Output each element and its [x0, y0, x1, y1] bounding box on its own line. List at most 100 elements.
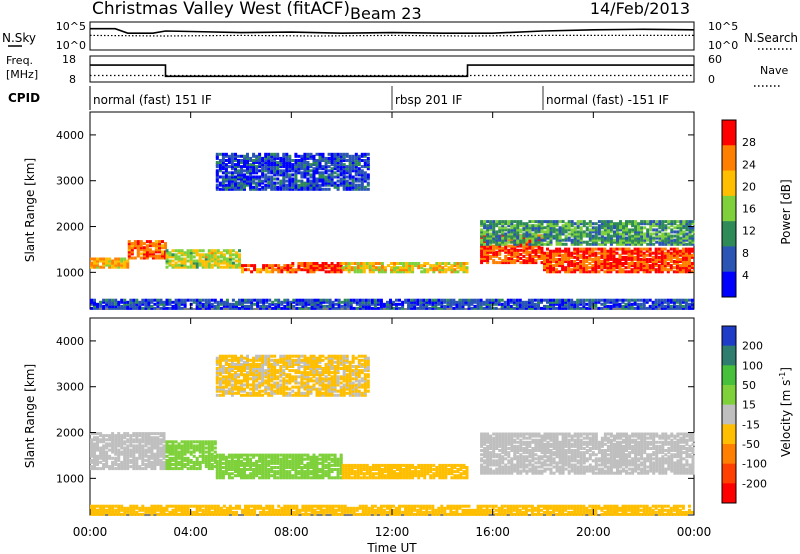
velocity-echo-cell: [150, 442, 154, 446]
power-echo-cell: [339, 152, 343, 156]
power-echo-cell: [573, 302, 577, 306]
velocity-echo-cell: [111, 463, 115, 466]
power-echo-cell: [666, 249, 670, 253]
power-echo-cell: [145, 244, 149, 248]
power-echo-cell: [330, 156, 334, 160]
power-echo-cell: [507, 238, 511, 242]
power-echo-cell: [386, 306, 389, 310]
power-echo-cell: [600, 253, 604, 257]
power-echo-cell: [249, 173, 253, 177]
power-echo-cell: [473, 306, 477, 310]
power-echo-cell: [374, 268, 378, 272]
power-echo-cell: [298, 300, 302, 304]
velocity-echo-cell: [120, 467, 124, 471]
power-echo-cell: [141, 298, 145, 302]
power-echo-cell: [177, 298, 181, 302]
power-echo-cell: [645, 306, 649, 310]
power-echo-cell: [295, 302, 299, 306]
power-echo-cell: [312, 185, 316, 189]
power-echo-cell: [366, 187, 370, 191]
power-echo-cell: [684, 300, 688, 304]
velocity-echo-cell: [312, 455, 316, 459]
power-echo-cell: [555, 222, 559, 226]
power-echo-cell: [600, 255, 604, 259]
power-echo-cell: [318, 266, 322, 270]
velocity-echo-cell: [380, 472, 384, 476]
velocity-echo-cell: [147, 438, 151, 442]
power-echo-cell: [177, 265, 181, 269]
power-echo-cell: [678, 270, 682, 274]
power-echo-cell: [681, 298, 685, 302]
power-echo-cell: [144, 306, 148, 310]
power-echo-cell: [642, 268, 646, 272]
power-echo-cell: [579, 232, 583, 236]
power-echo-cell: [643, 232, 647, 236]
velocity-echo-cell: [267, 463, 271, 467]
power-echo-cell: [215, 152, 219, 156]
power-echo-cell: [615, 247, 619, 251]
power-echo-cell: [452, 306, 456, 310]
velocity-echo-cell: [156, 444, 160, 448]
power-echo-cell: [679, 242, 683, 246]
power-echo-cell: [321, 187, 325, 191]
power-echo-cell: [135, 306, 139, 310]
velocity-echo-cell: [215, 470, 219, 474]
velocity-echo-cell: [215, 453, 219, 457]
power-echo-cell: [640, 242, 644, 246]
power-echo-cell: [537, 228, 541, 232]
power-echo-cell: [405, 270, 409, 274]
velocity-echo-cell: [218, 457, 222, 461]
power-echo-cell: [371, 264, 375, 268]
velocity-echo-cell: [135, 456, 139, 460]
velocity-echo-cell: [153, 446, 157, 450]
power-echo-cell: [316, 300, 320, 304]
power-echo-cell: [643, 236, 647, 240]
power-echo-cell: [154, 256, 158, 260]
power-echo-cell: [636, 264, 640, 268]
power-echo-cell: [249, 175, 253, 179]
velocity-echo-cell: [168, 448, 172, 452]
power-echo-cell: [360, 171, 364, 175]
power-echo-cell: [458, 298, 462, 302]
power-echo-cell: [564, 249, 568, 253]
velocity-echo-cell: [180, 450, 184, 454]
velocity-echo-cell: [90, 460, 93, 464]
power-echo-cell: [585, 255, 589, 259]
power-echo-cell: [261, 167, 265, 171]
velocity-echo-cell: [414, 474, 418, 478]
power-echo-cell: [516, 248, 520, 252]
power-echo-cell: [366, 181, 370, 185]
power-echo-cell: [235, 306, 238, 310]
velocity-echo-cell: [336, 468, 340, 471]
power-echo-cell: [546, 270, 549, 274]
power-echo-cell: [359, 270, 363, 274]
power-echo-cell: [507, 240, 511, 244]
power-echo-cell: [443, 300, 447, 304]
velocity-echo-cell: [150, 450, 154, 454]
power-echo-cell: [630, 306, 634, 310]
power-echo-cell: [108, 300, 112, 304]
velocity-echo-cell: [123, 432, 127, 436]
power-echo-cell: [250, 304, 254, 308]
velocity-echo-cell: [204, 440, 208, 444]
power-echo-cell: [600, 230, 604, 234]
velocity-echo-cell: [300, 466, 304, 469]
power-echo-cell: [270, 181, 274, 185]
power-echo-cell: [506, 304, 510, 308]
power-echo-cell: [564, 266, 568, 270]
velocity-echo-cell: [105, 454, 109, 458]
power-ytick-label: 1000: [56, 266, 84, 279]
power-echo-cell: [282, 181, 286, 185]
power-echo-cell: [346, 302, 350, 306]
power-echo-cell: [675, 253, 679, 257]
power-echo-cell: [657, 251, 661, 255]
power-echo-cell: [363, 159, 367, 162]
velocity-echo-cell: [300, 468, 304, 471]
power-echo-cell: [276, 163, 280, 167]
power-echo-cell: [351, 163, 355, 167]
power-echo-cell: [494, 306, 498, 310]
power-echo-cell: [159, 298, 163, 302]
power-echo-cell: [207, 255, 211, 259]
power-echo-cell: [246, 161, 249, 164]
power-echo-cell: [259, 298, 263, 302]
